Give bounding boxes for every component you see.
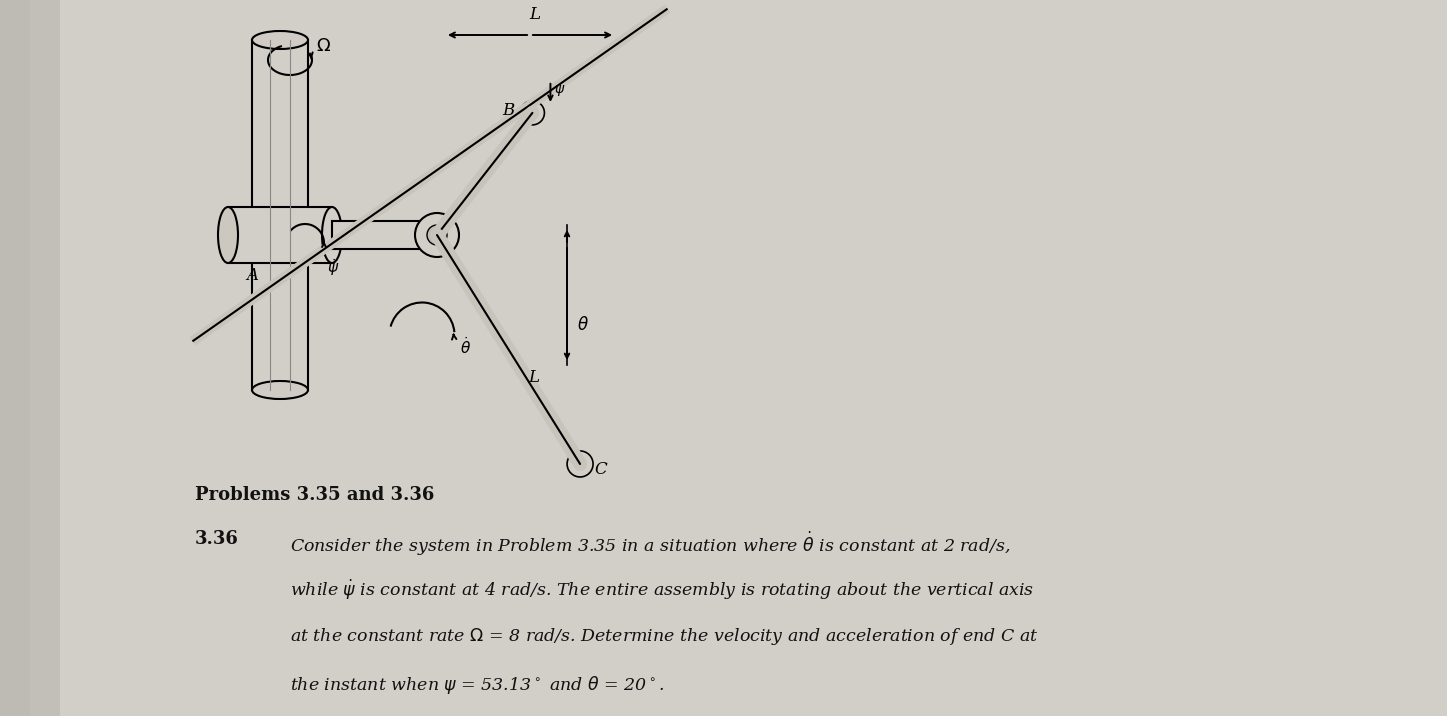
Circle shape — [427, 225, 447, 245]
Circle shape — [521, 101, 544, 125]
Ellipse shape — [323, 207, 341, 263]
Text: Consider the system in Problem 3.35 in a situation where $\dot{\theta}$ is const: Consider the system in Problem 3.35 in a… — [289, 530, 1010, 558]
Text: A: A — [246, 266, 258, 284]
Ellipse shape — [252, 381, 308, 399]
Bar — [229, 207, 331, 263]
Ellipse shape — [252, 31, 308, 49]
Text: the instant when $\psi$ = 53.13$^\circ$ and $\theta$ = 20$^\circ$.: the instant when $\psi$ = 53.13$^\circ$ … — [289, 674, 664, 696]
Text: L: L — [528, 369, 540, 386]
Text: $\psi$: $\psi$ — [554, 83, 566, 98]
Bar — [331, 221, 433, 249]
Ellipse shape — [424, 221, 440, 249]
Bar — [0, 0, 59, 716]
Text: $\Omega$: $\Omega$ — [315, 37, 331, 55]
Text: while $\dot{\psi}$ is constant at 4 rad/s. The entire assembly is rotating about: while $\dot{\psi}$ is constant at 4 rad/… — [289, 578, 1035, 602]
Text: 3.36: 3.36 — [195, 530, 239, 548]
Text: L: L — [530, 6, 541, 23]
Ellipse shape — [218, 207, 237, 263]
Bar — [252, 40, 308, 390]
Text: $\dot{\psi}$: $\dot{\psi}$ — [327, 257, 339, 278]
Text: at the constant rate $\Omega$ = 8 rad/s. Determine the velocity and acceleration: at the constant rate $\Omega$ = 8 rad/s.… — [289, 626, 1039, 647]
Text: B: B — [502, 102, 515, 120]
Circle shape — [415, 213, 459, 257]
Text: Problems 3.35 and 3.36: Problems 3.35 and 3.36 — [195, 486, 434, 504]
Circle shape — [567, 451, 593, 477]
Text: $\dot{\theta}$: $\dot{\theta}$ — [460, 337, 472, 357]
Text: C: C — [595, 462, 606, 478]
Text: $\theta$: $\theta$ — [577, 316, 589, 334]
